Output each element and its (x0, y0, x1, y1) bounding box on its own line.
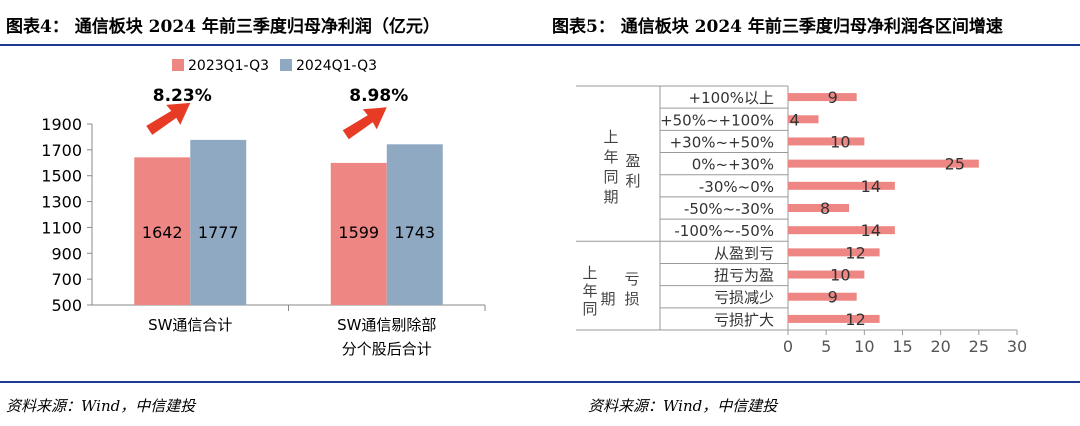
bar (788, 159, 979, 168)
y-tick-label: 1300 (41, 193, 82, 212)
y-tick-label: 900 (51, 244, 82, 263)
bar (788, 226, 895, 235)
legend-label: 2023Q1-Q3 (188, 58, 269, 74)
bar (386, 144, 443, 305)
bar-value-label: 10 (830, 132, 850, 151)
group-label-char: 期 (600, 290, 615, 308)
y-tick-label: 700 (51, 270, 82, 289)
x-tick-label: 0 (783, 337, 793, 356)
bar (788, 137, 865, 146)
bar (190, 139, 247, 305)
bar (788, 181, 895, 190)
category-label: -50%~-30% (684, 200, 774, 218)
group-label-char: 利 (625, 172, 640, 190)
x-tick-label: 30 (1007, 337, 1027, 356)
category-label: 从盈到亏 (714, 244, 774, 262)
x-tick-label: 20 (930, 337, 950, 356)
legend-swatch (172, 59, 184, 71)
category-label: SW通信剔除部 (337, 316, 436, 334)
category-label: SW通信合计 (148, 316, 232, 334)
growth-label: 8.23% (153, 86, 212, 106)
x-tick-label: 10 (854, 337, 874, 356)
category-label: 亏损扩大 (714, 311, 774, 329)
x-tick-label: 5 (821, 337, 831, 356)
bar (788, 248, 880, 257)
right-chart-title: 图表5： 通信板块 2024 年前三季度归母净利润各区间增速 (552, 17, 1003, 37)
group-label-char: 亏 (624, 270, 639, 288)
group-label-char: 期 (603, 188, 618, 206)
y-tick-label: 500 (51, 296, 82, 315)
category-label: 亏损减少 (714, 289, 774, 307)
bar (788, 270, 865, 279)
growth-arrow-icon (146, 102, 191, 135)
y-tick-label: 1700 (41, 141, 82, 160)
right-source-note: 资料来源：Wind，中信建投 (588, 397, 778, 415)
bottom-divider (0, 381, 1080, 383)
x-tick-label: 25 (969, 337, 989, 356)
group-label-char: 上 (582, 264, 597, 282)
group-label-char: 损 (624, 290, 639, 308)
bar-value-label: 1642 (142, 223, 183, 242)
group-label-char: 上 (603, 128, 618, 146)
group-label-char: 盈 (625, 152, 640, 170)
group-label-char: 同 (603, 168, 618, 186)
bar (788, 314, 880, 323)
bar-value-label: 14 (861, 177, 881, 196)
group-label-char: 年 (582, 282, 597, 300)
group-label-char: 同 (582, 300, 597, 318)
growth-label: 8.98% (349, 86, 408, 106)
bar-value-label: 9 (828, 88, 838, 107)
bar-value-label: 8 (820, 199, 830, 218)
category-label: 扭亏为盈 (714, 267, 774, 285)
category-label: 分个股后合计 (342, 340, 432, 358)
category-label: +100%以上 (689, 89, 774, 107)
category-label: -100%~-50% (674, 222, 774, 240)
left-chart-title: 图表4： 通信板块 2024 年前三季度归母净利润（亿元） (6, 17, 440, 37)
bar-value-label: 14 (861, 221, 881, 240)
y-tick-label: 1500 (41, 167, 82, 186)
category-label: +50%~+100% (660, 111, 774, 129)
bar-value-label: 1743 (394, 223, 435, 242)
bar (134, 157, 191, 305)
bar (788, 115, 819, 124)
legend-swatch (280, 59, 292, 71)
left-source-note: 资料来源：Wind，中信建投 (6, 397, 196, 415)
bar (788, 292, 857, 301)
category-label: -30%~0% (699, 178, 774, 196)
bar-value-label: 9 (828, 288, 838, 307)
x-tick-label: 15 (892, 337, 912, 356)
bar-value-label: 10 (830, 266, 850, 285)
y-tick-label: 1900 (41, 115, 82, 134)
category-label: 0%~+30% (692, 156, 774, 174)
bar-value-label: 4 (789, 110, 799, 129)
growth-arrow-icon (342, 107, 387, 140)
category-label: +30%~+50% (670, 133, 774, 151)
bar-value-label: 1777 (198, 223, 239, 242)
group-label-char: 年 (603, 148, 618, 166)
bar-value-label: 1599 (338, 223, 379, 242)
bar (330, 162, 387, 305)
bar-value-label: 12 (845, 243, 865, 262)
top-divider (0, 44, 1080, 46)
bar-value-label: 12 (845, 310, 865, 329)
bar (788, 204, 850, 212)
bar-value-label: 25 (945, 155, 965, 174)
bar (788, 93, 857, 102)
net-profit-bar-chart: 500 700 900 1100 1300 1500 1700 1900 2023Q1-Q3 20… (41, 58, 486, 358)
legend-label: 2024Q1-Q3 (296, 58, 377, 74)
y-tick-label: 1100 (41, 218, 82, 237)
